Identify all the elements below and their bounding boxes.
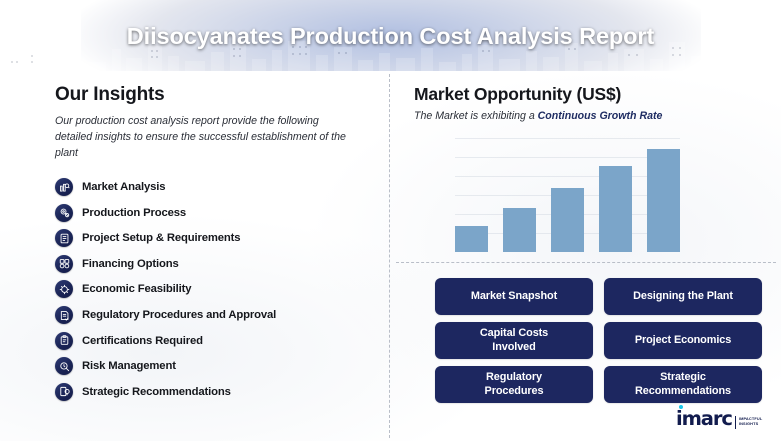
list-item-label: Project Setup & Requirements bbox=[82, 232, 241, 245]
insights-list: Market Analysis Production Process bbox=[55, 174, 380, 404]
list-item[interactable]: Financing Options bbox=[55, 251, 380, 277]
chart-bar bbox=[647, 149, 680, 252]
regulatory-procedures-button[interactable]: Regulatory Procedures bbox=[435, 366, 593, 403]
strategic-recommendations-icon bbox=[55, 382, 73, 401]
production-process-icon bbox=[55, 203, 73, 222]
report-sections-grid: Market Snapshot Designing the Plant Capi… bbox=[435, 278, 762, 403]
list-item-label: Regulatory Procedures and Approval bbox=[82, 309, 277, 322]
list-item-label: Certifications Required bbox=[82, 334, 203, 347]
economic-feasibility-icon bbox=[55, 280, 73, 299]
market-opportunity-panel: Market Opportunity (US$) The Market is e… bbox=[414, 84, 774, 122]
imarc-logo: imarc Impactful Insights bbox=[676, 404, 781, 430]
list-item[interactable]: Production Process bbox=[55, 200, 380, 226]
header-banner: Diisocyanates Production Cost Analysis R… bbox=[0, 0, 781, 71]
list-item[interactable]: Regulatory Procedures and Approval bbox=[55, 302, 380, 328]
project-setup-icon bbox=[55, 229, 73, 248]
subtitle-plain-text: The Market is exhibiting a bbox=[414, 110, 538, 122]
list-item-label: Market Analysis bbox=[82, 181, 166, 194]
market-analysis-icon bbox=[55, 178, 73, 197]
imarc-tagline: Impactful Insights bbox=[734, 416, 781, 429]
capital-costs-involved-button[interactable]: Capital Costs Involved bbox=[435, 322, 593, 359]
market-opportunity-subtitle: The Market is exhibiting a Continuous Gr… bbox=[414, 110, 774, 122]
insights-panel: Our Insights Our production cost analysi… bbox=[55, 84, 380, 405]
market-opportunity-bar-chart bbox=[455, 138, 680, 252]
strategic-recommendations-button[interactable]: Strategic Recommendations bbox=[604, 366, 762, 403]
chart-bar bbox=[551, 188, 584, 252]
list-item[interactable]: Risk Management bbox=[55, 353, 380, 379]
subtitle-accent-text: Continuous Growth Rate bbox=[537, 110, 663, 122]
chart-bar bbox=[599, 166, 632, 252]
list-item[interactable]: Project Setup & Requirements bbox=[55, 225, 380, 251]
list-item-label: Risk Management bbox=[82, 360, 176, 373]
insights-description: Our production cost analysis report prov… bbox=[55, 115, 346, 160]
project-economics-button[interactable]: Project Economics bbox=[604, 322, 762, 359]
list-item[interactable]: Certifications Required bbox=[55, 328, 380, 354]
designing-the-plant-button[interactable]: Designing the Plant bbox=[604, 278, 762, 315]
list-item-label: Financing Options bbox=[82, 257, 179, 270]
chart-bars-container bbox=[455, 138, 680, 252]
insights-heading: Our Insights bbox=[55, 84, 165, 105]
horizontal-divider bbox=[396, 262, 776, 263]
list-item[interactable]: Strategic Recommendations bbox=[55, 379, 380, 405]
vertical-divider bbox=[389, 74, 390, 438]
list-item[interactable]: Market Analysis bbox=[55, 174, 380, 200]
imarc-wordmark: imarc bbox=[676, 404, 733, 430]
list-item-label: Strategic Recommendations bbox=[82, 385, 231, 398]
risk-management-icon bbox=[55, 357, 73, 376]
chart-bar bbox=[503, 208, 536, 252]
regulatory-procedures-icon bbox=[55, 306, 73, 325]
list-item-label: Economic Feasibility bbox=[82, 283, 192, 296]
list-item-label: Production Process bbox=[82, 206, 187, 219]
chart-bar bbox=[455, 226, 488, 252]
report-title: Diisocyanates Production Cost Analysis R… bbox=[126, 23, 655, 49]
imarc-dot-icon bbox=[678, 404, 683, 409]
financing-options-icon bbox=[55, 254, 73, 273]
market-snapshot-button[interactable]: Market Snapshot bbox=[435, 278, 593, 315]
list-item[interactable]: Economic Feasibility bbox=[55, 277, 380, 303]
certifications-icon bbox=[55, 331, 73, 350]
imarc-wordmark-text: imarc bbox=[676, 407, 733, 430]
market-opportunity-heading: Market Opportunity (US$) bbox=[414, 84, 622, 104]
